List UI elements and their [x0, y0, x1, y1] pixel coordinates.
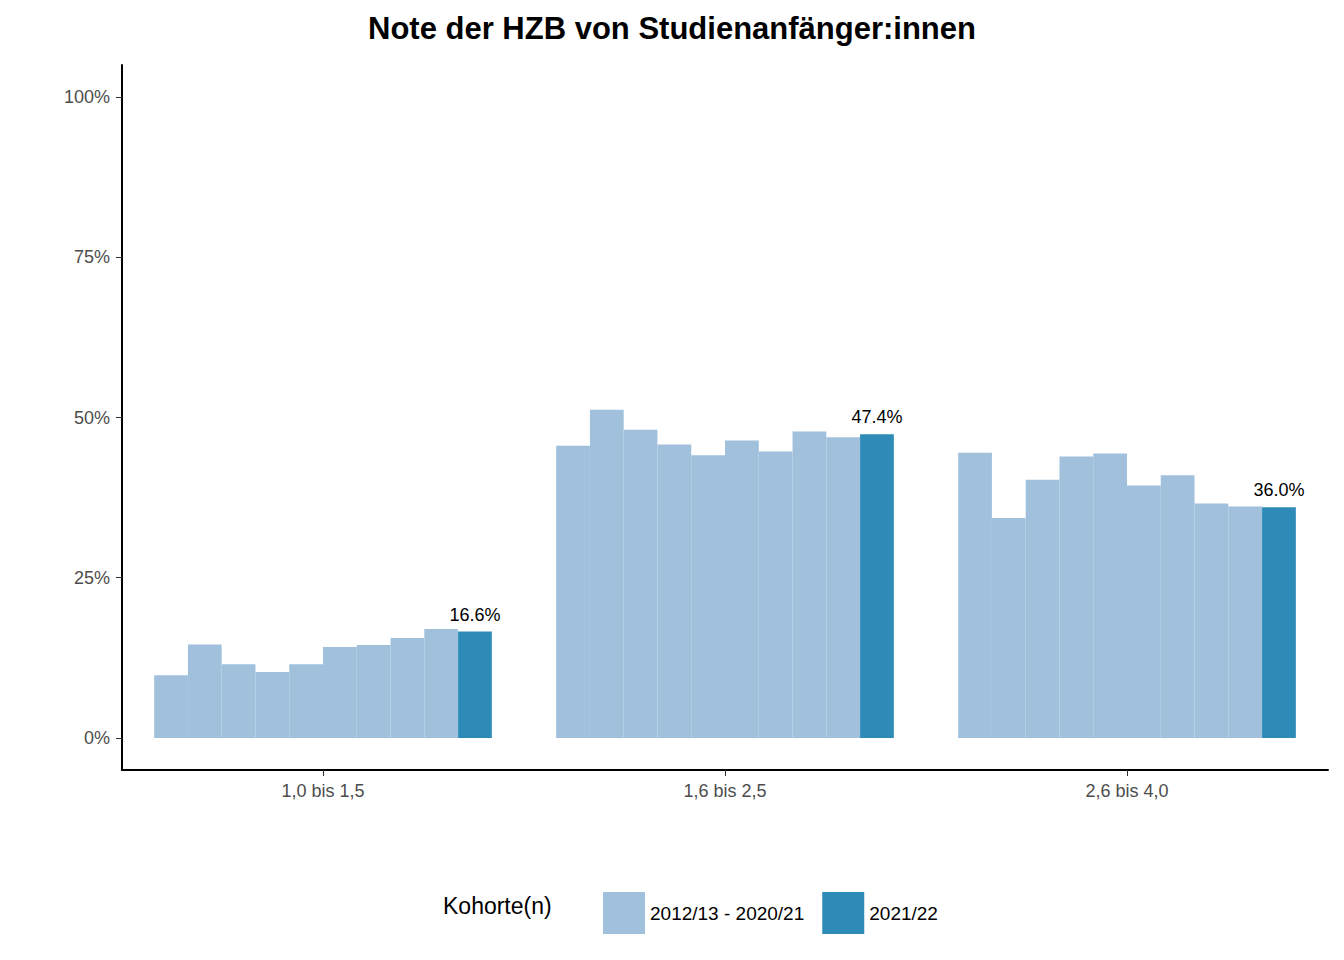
svg-text:100%: 100% [64, 87, 110, 107]
svg-text:0%: 0% [84, 728, 110, 748]
svg-text:2012/13 - 2020/21: 2012/13 - 2020/21 [650, 903, 804, 924]
svg-text:75%: 75% [74, 247, 110, 267]
svg-text:36.0%: 36.0% [1253, 480, 1304, 500]
svg-text:2021/22: 2021/22 [869, 903, 938, 924]
svg-text:Note der HZB von Studienanfäng: Note der HZB von Studienanfänger:innen [368, 11, 976, 46]
svg-text:2,6 bis 4,0: 2,6 bis 4,0 [1085, 781, 1168, 801]
svg-text:47.4%: 47.4% [851, 407, 902, 427]
svg-text:1,6 bis 2,5: 1,6 bis 2,5 [683, 781, 766, 801]
svg-text:25%: 25% [74, 568, 110, 588]
svg-text:16.6%: 16.6% [449, 605, 500, 625]
svg-text:50%: 50% [74, 408, 110, 428]
svg-text:Kohorte(n): Kohorte(n) [443, 893, 552, 919]
svg-text:1,0 bis 1,5: 1,0 bis 1,5 [281, 781, 364, 801]
